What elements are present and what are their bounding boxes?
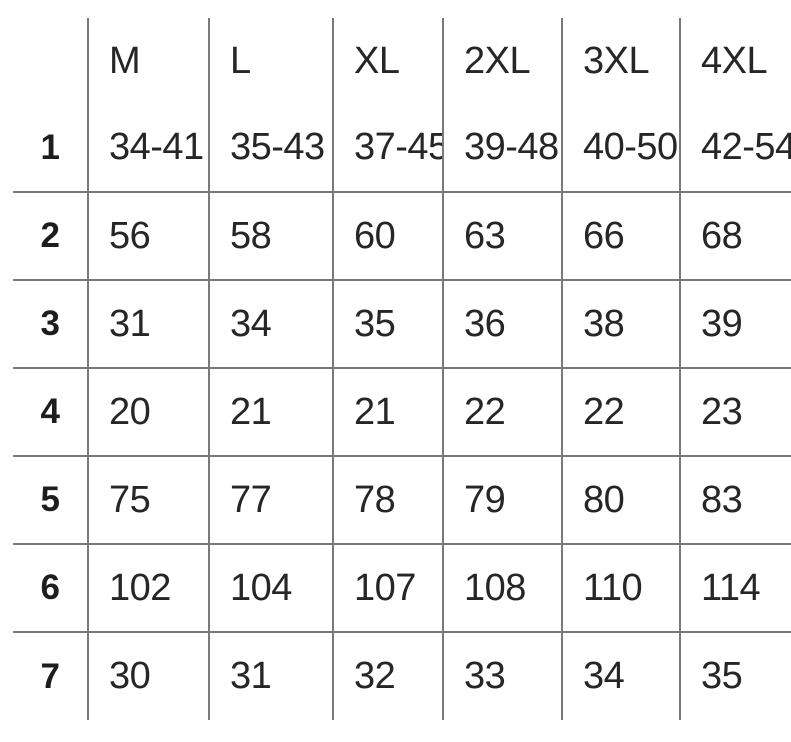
table-row: 2 56 58 60 63 66 68 (13, 191, 791, 281)
size-cell: 20 (87, 367, 210, 457)
table-row: 4 20 21 21 22 22 23 (13, 367, 791, 457)
table-row: 6 102 104 107 108 110 114 (13, 543, 791, 633)
size-cell: 104 (208, 543, 334, 633)
size-cell: 35 (332, 279, 444, 369)
size-cell: 32 (332, 631, 444, 720)
size-cell: 30 (87, 631, 210, 720)
size-chart-table: M L XL 2XL 3XL 4XL 1 34-41 35-43 37-45 3… (13, 18, 791, 720)
size-cell: 80 (561, 455, 681, 545)
size-cell: 56 (87, 191, 210, 281)
size-cell: 34-41 (87, 104, 210, 193)
size-cell: 77 (208, 455, 334, 545)
row-number: 3 (13, 279, 89, 369)
size-cell: 66 (561, 191, 681, 281)
table-row: 3 31 34 35 36 38 39 (13, 279, 791, 369)
row-number: 2 (13, 191, 89, 281)
size-cell: 38 (561, 279, 681, 369)
row-number: 4 (13, 367, 89, 457)
header-row: M L XL 2XL 3XL 4XL (13, 18, 791, 104)
size-cell: 35-43 (208, 104, 334, 193)
size-cell: 31 (87, 279, 210, 369)
table-row: 1 34-41 35-43 37-45 39-48 40-50 42-54 (13, 104, 791, 193)
size-cell: 107 (332, 543, 444, 633)
table-row: 7 30 31 32 33 34 35 (13, 631, 791, 720)
size-cell: 36 (442, 279, 563, 369)
size-cell: 35 (679, 631, 791, 720)
column-header-2xl: 2XL (442, 18, 563, 104)
size-cell: 102 (87, 543, 210, 633)
size-cell: 22 (442, 367, 563, 457)
corner-cell (13, 18, 89, 104)
size-cell: 23 (679, 367, 791, 457)
size-cell: 34 (208, 279, 334, 369)
size-cell: 114 (679, 543, 791, 633)
size-cell: 39 (679, 279, 791, 369)
size-cell: 21 (332, 367, 444, 457)
column-header-xl: XL (332, 18, 444, 104)
size-cell: 34 (561, 631, 681, 720)
size-cell: 60 (332, 191, 444, 281)
size-cell: 68 (679, 191, 791, 281)
size-cell: 79 (442, 455, 563, 545)
size-cell: 83 (679, 455, 791, 545)
size-cell: 75 (87, 455, 210, 545)
size-cell: 31 (208, 631, 334, 720)
table-row: 5 75 77 78 79 80 83 (13, 455, 791, 545)
size-cell: 110 (561, 543, 681, 633)
size-cell: 37-45 (332, 104, 444, 193)
column-header-4xl: 4XL (679, 18, 791, 104)
column-header-m: M (87, 18, 210, 104)
column-header-l: L (208, 18, 334, 104)
size-cell: 21 (208, 367, 334, 457)
size-cell: 33 (442, 631, 563, 720)
row-number: 7 (13, 631, 89, 720)
column-header-3xl: 3XL (561, 18, 681, 104)
size-cell: 63 (442, 191, 563, 281)
size-cell: 40-50 (561, 104, 681, 193)
size-cell: 39-48 (442, 104, 563, 193)
size-cell: 108 (442, 543, 563, 633)
row-number: 5 (13, 455, 89, 545)
size-cell: 22 (561, 367, 681, 457)
size-cell: 42-54 (679, 104, 791, 193)
row-number: 6 (13, 543, 89, 633)
row-number: 1 (13, 104, 89, 193)
size-cell: 78 (332, 455, 444, 545)
size-cell: 58 (208, 191, 334, 281)
